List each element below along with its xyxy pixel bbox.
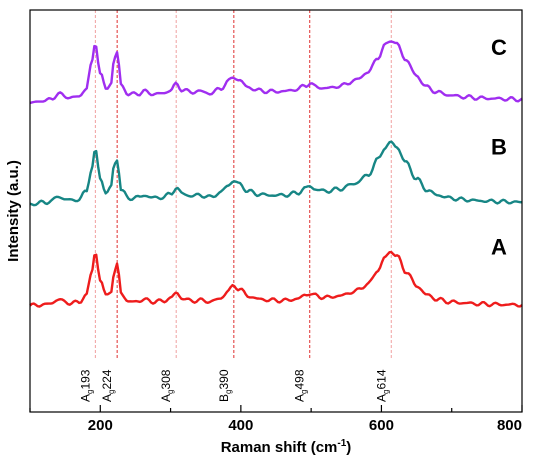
- x-axis-label-sup: -1: [337, 438, 346, 449]
- series-line-a: [29, 251, 523, 308]
- plot-frame: [29, 9, 523, 413]
- peak-label-num: 498: [293, 369, 307, 389]
- x-axis-label: Raman shift (cm-1): [221, 438, 352, 456]
- peak-label: Ag193: [78, 369, 94, 402]
- peak-label-main: A: [100, 394, 114, 402]
- x-tick-label: 800: [497, 417, 522, 434]
- x-tick-label: 200: [88, 417, 113, 434]
- peak-label-num: 390: [217, 369, 231, 389]
- series-label-b: B: [491, 135, 507, 160]
- peak-label: Ag614: [374, 369, 390, 402]
- peak-label-sub: g: [166, 390, 175, 394]
- peak-label-main: A: [293, 394, 307, 402]
- peak-label-sub: g: [107, 390, 116, 394]
- x-axis-label-main: Raman shift (cm: [221, 439, 338, 456]
- peak-label: Ag498: [293, 369, 309, 402]
- peak-label-num: 224: [100, 369, 114, 389]
- peak-label: Bg390: [217, 369, 233, 402]
- x-tick-label: 400: [228, 417, 253, 434]
- peak-label-sub: g: [300, 390, 309, 394]
- peak-label-main: A: [78, 394, 92, 402]
- peak-label: Ag224: [100, 369, 116, 402]
- peak-label-num: 308: [159, 369, 173, 389]
- x-tick-label: 600: [369, 417, 394, 434]
- peak-label: Ag308: [159, 369, 175, 402]
- peak-label-num: 193: [78, 369, 92, 389]
- peak-label-main: A: [374, 394, 388, 402]
- peak-label-sub: g: [85, 390, 94, 394]
- peak-label-main: A: [159, 394, 173, 402]
- series-label-c: C: [491, 35, 507, 60]
- peak-label-sub: g: [224, 390, 233, 394]
- peak-label-num: 614: [374, 369, 388, 389]
- peak-label-main: B: [217, 394, 231, 402]
- x-axis-label-close: ): [346, 439, 351, 456]
- series-line-c: [29, 40, 523, 105]
- y-axis-label: Intensity (a.u.): [5, 160, 22, 262]
- series-label-a: A: [491, 234, 507, 259]
- peak-label-sub: g: [381, 390, 390, 394]
- series-line-b: [29, 140, 523, 207]
